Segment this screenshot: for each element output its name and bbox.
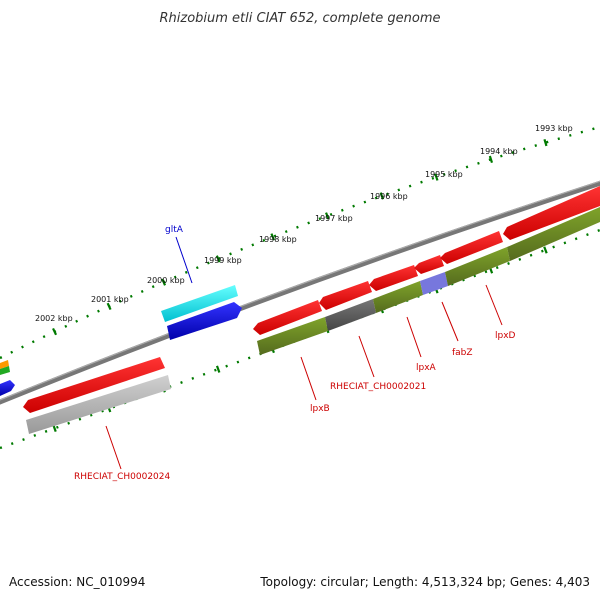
purple-block-fabZ[interactable] (420, 272, 448, 295)
genome-backbone (0, 180, 600, 405)
tick-label: 2000 kbp (147, 276, 185, 285)
leader-line-lpxB (300, 356, 317, 401)
gene-arrow-RHECIAT_CH0002024[interactable] (23, 357, 165, 413)
tick-ring-arc (0, 125, 600, 360)
forward-strand-track (23, 186, 600, 413)
gene-label-lpxA[interactable]: lpxA (416, 363, 437, 373)
tick-labels: 1993 kbp 1994 kbp 1995 kbp 1996 kbp 1997… (35, 124, 573, 323)
gene-arrow-fabZ[interactable] (414, 255, 444, 274)
gene-label-RHECIAT_CH0002024[interactable]: RHECIAT_CH0002024 (74, 472, 171, 482)
major-tick (52, 327, 58, 336)
major-tick (488, 155, 494, 163)
major-tick (325, 212, 330, 220)
green-feature (0, 366, 10, 375)
olive-block-right[interactable] (507, 207, 600, 261)
major-tick (543, 246, 548, 254)
major-ticks (52, 138, 548, 336)
tick-label: 1994 kbp (480, 147, 518, 156)
major-tick (161, 278, 167, 286)
gene-label-RHECIAT_CH0002021[interactable]: RHECIAT_CH0002021 (330, 382, 426, 392)
gene-label-fabZ[interactable]: fabZ (452, 348, 473, 358)
tick-label: 2002 kbp (35, 314, 73, 323)
gene-arrow-lpxD[interactable] (440, 231, 503, 264)
leader-line-gltA (175, 236, 193, 284)
gene-label-gltA[interactable]: gltA (165, 225, 184, 235)
major-tick (215, 365, 221, 373)
reverse-strand-track (26, 207, 600, 434)
tick-label: 1999 kbp (204, 256, 242, 265)
olive-block-lpxA[interactable] (373, 281, 423, 313)
tick-label: 1993 kbp (535, 124, 573, 133)
tick-ring (0, 125, 600, 360)
map-title: Rhizobium etli CIAT 652, complete genome (160, 11, 441, 26)
tick-label: 2001 kbp (91, 295, 129, 304)
tick-label: 1998 kbp (259, 235, 297, 244)
leader-line-lpxA (406, 316, 422, 358)
gltA-blue-arrow (167, 302, 242, 340)
gene-labels: gltA RHECIAT_CH0002024 lpxB RHECIAT_CH00… (74, 225, 516, 482)
olive-block-lpxD[interactable] (445, 247, 510, 286)
tick-label: 1996 kbp (370, 192, 408, 201)
leader-line-lpxD (485, 284, 503, 326)
gene-label-lpxD[interactable]: lpxD (495, 331, 516, 341)
major-tick (270, 233, 276, 241)
blue-feature-left (0, 380, 15, 396)
gene-arrow-RHECIAT_CH0002021[interactable] (319, 281, 372, 310)
gene-gltA[interactable] (161, 285, 242, 340)
leader-line-RHECIAT_CH0002021 (358, 335, 375, 378)
olive-block-lpxB[interactable] (257, 317, 328, 355)
major-tick (434, 173, 439, 181)
major-tick (106, 302, 112, 310)
gene-arrow-forward-right[interactable] (503, 186, 600, 240)
genome-backbone-highlight (0, 180, 600, 401)
left-edge-features (0, 360, 15, 396)
gene-arrow-lpxB[interactable] (253, 300, 322, 335)
gene-label-lpxB[interactable]: lpxB (310, 404, 330, 414)
leader-line-fabZ (441, 301, 459, 342)
major-tick (379, 192, 385, 200)
tick-label: 1995 kbp (425, 170, 463, 179)
accession-text: Accession: NC_010994 (9, 575, 145, 589)
major-tick (215, 255, 221, 263)
genome-summary-text: Topology: circular; Length: 4,513,324 bp… (259, 575, 590, 589)
leader-line-RHECIAT_CH0002024 (105, 425, 122, 470)
gltA-cyan-block (161, 285, 238, 322)
gray-block-RHECIAT_CH0002024[interactable] (26, 375, 171, 434)
dark-block-RHECIAT_CH0002021[interactable] (325, 299, 376, 331)
tick-label: 1997 kbp (315, 214, 353, 223)
gene-arrow-lpxA[interactable] (369, 265, 418, 291)
major-tick (543, 138, 548, 147)
